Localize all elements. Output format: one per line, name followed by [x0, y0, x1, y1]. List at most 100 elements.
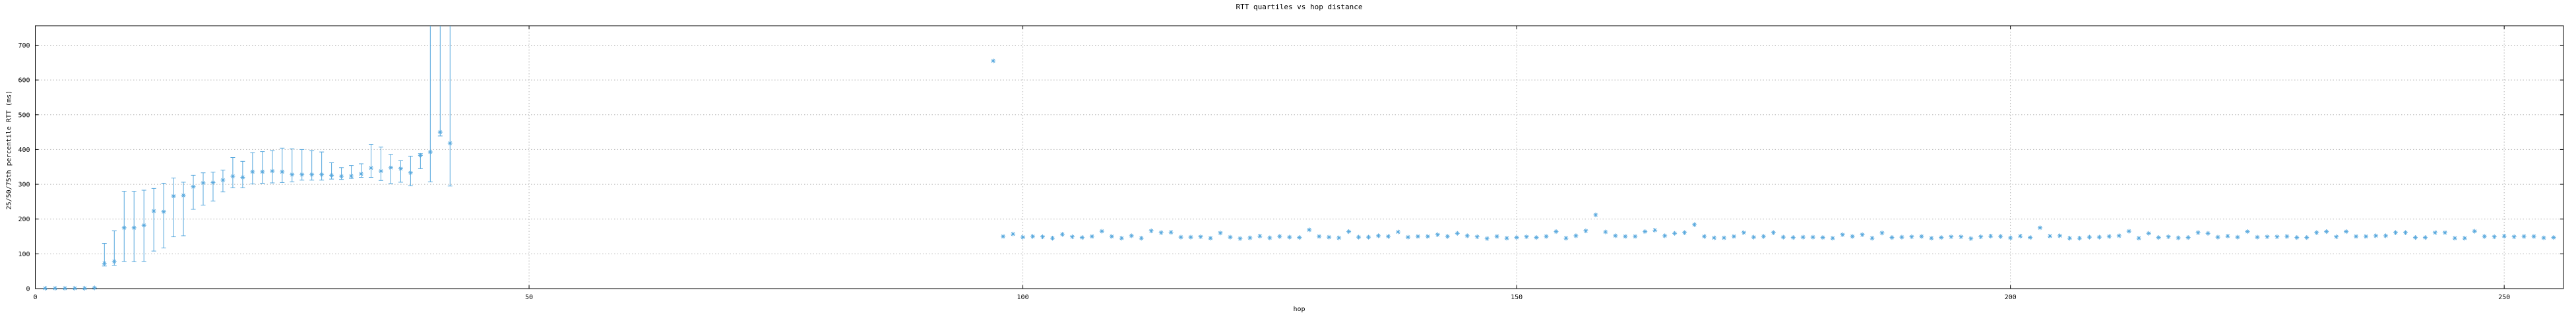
- data-point: [2373, 233, 2379, 238]
- data-point: [1879, 230, 1885, 236]
- data-point: [319, 172, 325, 177]
- data-point: [359, 171, 364, 176]
- data-point: [1376, 233, 1381, 238]
- data-point: [1464, 233, 1470, 238]
- data-point: [1968, 236, 1974, 241]
- data-point: [2245, 229, 2250, 234]
- data-point: [1366, 234, 1371, 240]
- data-point: [1731, 234, 1736, 239]
- data-point: [2403, 230, 2408, 235]
- error-bar: [230, 157, 236, 188]
- data-point: [1327, 234, 1332, 240]
- data-point: [2087, 234, 2092, 240]
- data-point: [2008, 235, 2013, 240]
- x-axis-label: hop: [1293, 306, 1305, 313]
- data-point: [1790, 235, 1796, 240]
- data-point: [82, 285, 87, 291]
- data-point: [2235, 234, 2240, 240]
- data-point: [1860, 232, 1865, 237]
- data-point: [1949, 234, 1954, 240]
- data-point: [1761, 234, 1766, 239]
- data-point: [1830, 236, 1835, 241]
- error-bars: [102, 26, 453, 267]
- data-point: [1554, 229, 1559, 234]
- data-point: [2304, 235, 2309, 240]
- data-point: [1662, 233, 1668, 238]
- data-point: [2284, 234, 2290, 239]
- data-point: [2551, 235, 2556, 240]
- data-point: [131, 225, 137, 230]
- data-point: [1011, 231, 1016, 236]
- y-tick-label: 400: [18, 147, 30, 154]
- data-point: [1040, 234, 1046, 240]
- data-point: [1534, 235, 1539, 240]
- data-point: [2057, 233, 2062, 238]
- data-point: [2126, 229, 2131, 234]
- data-point: [2038, 225, 2043, 230]
- data-point: [437, 129, 443, 135]
- data-point: [398, 166, 403, 171]
- data-point: [1059, 232, 1065, 237]
- data-point: [1198, 234, 1203, 240]
- data-point: [1909, 234, 1914, 240]
- data-point: [2116, 233, 2121, 238]
- data-point: [1021, 234, 1026, 240]
- data-point: [2048, 234, 2053, 239]
- data-point: [1771, 230, 1776, 235]
- data-point: [1356, 234, 1362, 240]
- data-point: [280, 169, 285, 174]
- error-bar: [270, 150, 275, 184]
- data-point: [2472, 229, 2477, 234]
- data-point: [1919, 234, 1924, 239]
- data-point: [2028, 235, 2033, 240]
- data-point: [1869, 236, 1875, 241]
- y-tick-label: 500: [18, 112, 30, 119]
- data-point: [2383, 233, 2389, 238]
- data-point: [1188, 234, 1193, 240]
- data-point: [2324, 229, 2329, 234]
- data-point: [1395, 229, 1400, 234]
- data-point: [2521, 234, 2527, 239]
- y-tick-label: 300: [18, 182, 30, 189]
- data-point: [2393, 230, 2398, 235]
- data-point: [339, 174, 344, 179]
- data-point: [299, 172, 305, 177]
- error-bar: [240, 160, 245, 188]
- x-tick-label: 150: [1511, 294, 1523, 301]
- data-point: [991, 58, 996, 63]
- data-point: [1959, 234, 1964, 240]
- data-point: [378, 168, 383, 174]
- data-point: [1603, 229, 1608, 234]
- data-point: [121, 225, 127, 230]
- data-point: [2275, 234, 2280, 240]
- data-point: [1563, 236, 1569, 241]
- data-point: [1050, 236, 1055, 241]
- data-point: [2531, 234, 2536, 239]
- data-point: [2344, 229, 2349, 234]
- data-point: [2501, 234, 2507, 239]
- data-point: [2482, 234, 2487, 239]
- data-point: [329, 172, 334, 178]
- data-point: [1148, 229, 1154, 234]
- data-point: [1158, 230, 1164, 235]
- error-bar: [250, 152, 255, 185]
- y-tick-label: 700: [18, 42, 30, 50]
- data-point: [2492, 234, 2497, 240]
- data-point: [1593, 212, 1598, 217]
- data-point: [240, 175, 245, 180]
- data-point: [1069, 234, 1075, 240]
- error-bar: [437, 26, 443, 137]
- data-point: [2412, 235, 2418, 240]
- data-point: [1514, 235, 1519, 240]
- data-point: [2166, 234, 2171, 240]
- data-point: [1988, 234, 1994, 239]
- data-point: [388, 165, 393, 170]
- data-point: [1030, 234, 1036, 239]
- data-point: [161, 209, 166, 215]
- x-tick-label: 0: [33, 294, 37, 301]
- data-point: [1484, 236, 1490, 241]
- data-point: [408, 170, 413, 176]
- data-point: [1721, 235, 1726, 240]
- data-point: [1099, 229, 1104, 234]
- data-point: [2354, 234, 2359, 239]
